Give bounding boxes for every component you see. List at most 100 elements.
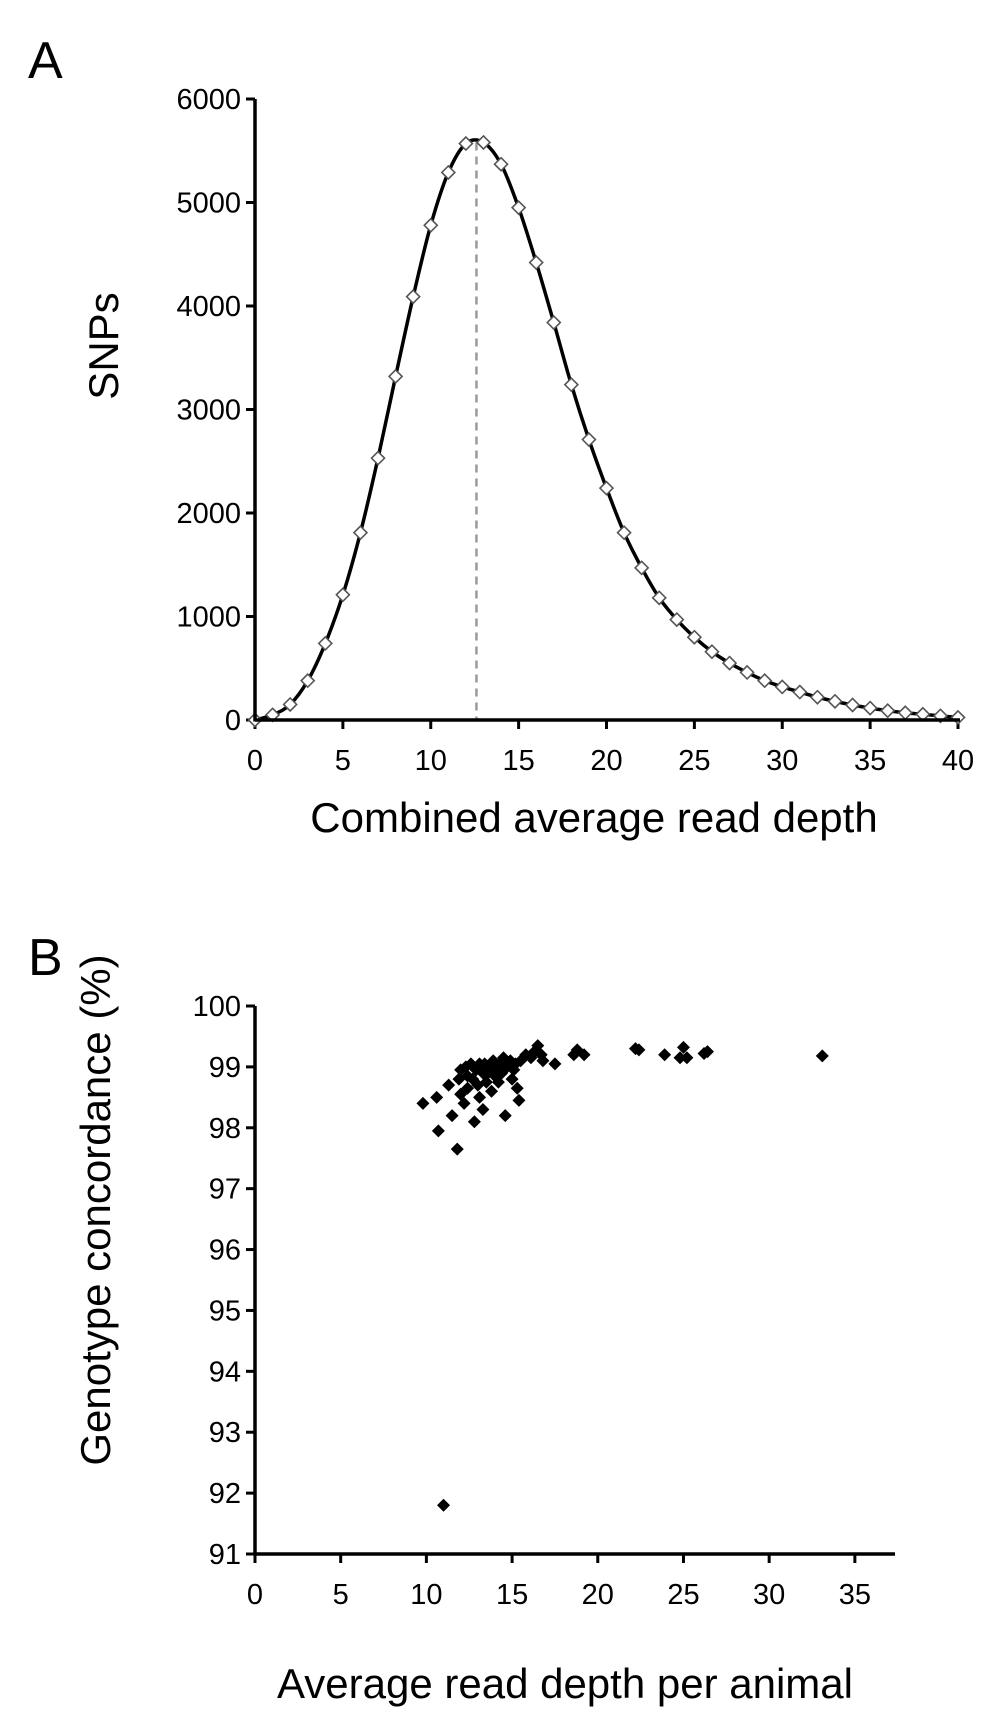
panel-b-data-point [632,1043,646,1057]
panel-b-data-point [461,1081,475,1095]
panel-a-data-point [704,644,720,660]
b-y-tick-label: 99 [209,1052,241,1084]
panel-b-data-point [430,1090,444,1104]
panel-a-data-point [950,709,966,726]
panel-a-data-point [739,664,755,681]
panel-b-data-point [450,1142,464,1156]
a-x-tick-label: 5 [335,745,351,777]
panel-b-data-point [548,1057,562,1071]
panel-a-y-axis-title: SNPs [80,292,127,399]
panel-b-concordance-chart: B Genotype concordance (%) Average read … [28,929,895,1707]
b-y-tick-label: 96 [209,1235,241,1267]
panel-a-data-point [862,700,878,716]
panel-a-data-point [493,156,509,172]
b-x-tick-label: 30 [753,1579,785,1611]
panel-a-data-point [598,480,615,496]
b-y-tick-label: 93 [209,1417,241,1449]
b-y-tick-label: 92 [209,1478,241,1510]
b-x-tick-label: 5 [333,1579,349,1611]
panel-b-data-point [498,1109,512,1123]
panel-a-data-point [528,254,544,271]
panel-b-data-point [658,1048,672,1062]
panel-b-x-ticks: 0 5 10 15 20 25 30 35 [247,1554,871,1611]
panel-a-data-point [475,134,492,151]
panel-letter-b: B [28,929,63,987]
b-x-tick-label: 15 [496,1579,528,1611]
b-x-tick-label: 10 [410,1579,442,1611]
b-x-tick-label: 20 [582,1579,614,1611]
panel-b-y-axis-title: Genotype concordance (%) [72,954,119,1465]
panel-b-data-point [437,1498,451,1512]
panel-b-y-ticks: 91 92 93 94 95 96 97 98 99 100 [193,991,255,1571]
panel-b-data-point [485,1084,499,1098]
panel-a-x-axis-title: Combined average read depth [310,794,877,841]
a-x-tick-label: 35 [854,745,886,777]
b-y-tick-label: 97 [209,1174,241,1206]
b-y-tick-label: 100 [193,991,241,1023]
b-x-tick-label: 0 [247,1579,263,1611]
a-y-tick-label: 5000 [176,188,241,220]
a-y-tick-label: 0 [225,705,241,737]
panel-a-data-point [458,135,474,152]
panel-a-x-ticks: 0 5 10 15 20 25 30 35 40 [247,720,974,777]
panel-a-data-point [721,655,738,671]
panel-a-data-point [897,705,913,721]
a-y-tick-label: 1000 [176,602,241,634]
panel-b-data-point [442,1078,456,1092]
panel-a-data-point [809,689,826,705]
panel-b-data-point [416,1096,430,1110]
panel-b-data-point [510,1081,524,1095]
panel-b-data-point [536,1054,550,1068]
panel-letter-a: A [28,32,63,90]
panel-a-data-point [352,525,369,541]
b-x-tick-label: 35 [839,1579,871,1611]
panel-b-data-point [479,1075,493,1089]
panel-b-data-point [445,1109,459,1123]
panel-a-data-point [405,289,421,305]
b-y-tick-label: 94 [209,1356,241,1388]
panel-a-data-point [686,629,703,645]
panel-b-data-point [473,1090,487,1104]
a-x-tick-label: 20 [590,745,622,777]
panel-a-data-point [757,673,773,689]
a-x-tick-label: 10 [415,745,447,777]
panel-a-data-point [827,693,843,710]
b-y-tick-label: 95 [209,1295,241,1327]
panel-a-data-point [616,525,632,541]
a-y-tick-label: 6000 [176,84,241,116]
panel-a-data-point [282,696,298,713]
panel-a-data-point [880,703,896,719]
panel-a-snp-curve [254,138,959,722]
panel-a-data-point [581,431,597,448]
a-x-tick-label: 30 [766,745,798,777]
panel-b-data-point [676,1040,690,1054]
a-y-tick-label: 4000 [176,291,241,323]
panel-b-data-point [577,1048,591,1062]
a-x-tick-label: 40 [942,745,974,777]
a-y-tick-label: 2000 [176,498,241,530]
panel-b-points [416,1039,829,1512]
panel-a-data-point [546,314,562,331]
panel-a-data-point [300,673,316,689]
panel-a-data-point [440,164,456,181]
panel-b-data-point [431,1124,445,1138]
panel-b-data-point [700,1045,714,1059]
panel-a-data-point [634,560,650,576]
panel-b-data-point [457,1096,471,1110]
panel-b-data-point [815,1049,829,1063]
panel-a-snps-chart: A SNPs Combined average read depth 0 1000… [28,32,974,841]
a-x-tick-label: 15 [502,745,534,777]
b-y-tick-label: 91 [209,1539,241,1571]
b-y-tick-label: 98 [209,1113,241,1145]
panel-a-data-point [423,217,439,233]
panel-b-data-point [476,1103,490,1117]
a-x-tick-label: 0 [247,745,263,777]
panel-a-data-point [563,377,579,393]
panel-b-data-point [505,1072,519,1086]
panel-a-data-point [792,684,808,700]
panel-a-data-point [510,200,527,216]
panel-a-data-point [317,635,333,652]
panel-a-data-point [387,368,404,385]
panel-b-data-point [512,1093,526,1107]
